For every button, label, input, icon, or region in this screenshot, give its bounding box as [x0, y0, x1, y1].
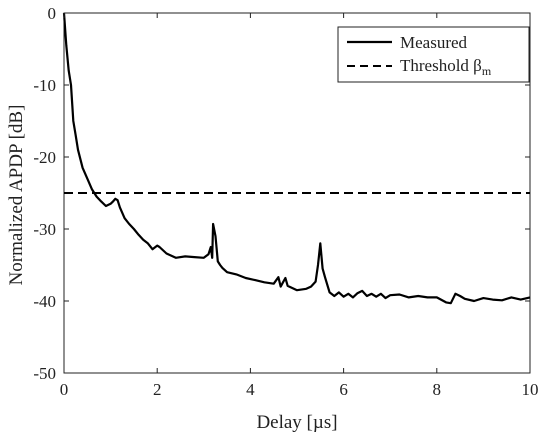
legend: Measured Threshold βm	[337, 26, 530, 83]
legend-box	[337, 26, 530, 83]
x-tick-label: 10	[522, 380, 539, 399]
x-tick-label: 0	[60, 380, 69, 399]
y-tick-label: -50	[33, 364, 56, 383]
series-layer	[62, 12, 531, 305]
x-tick-label: 8	[433, 380, 442, 399]
x-tick-label: 2	[153, 380, 162, 399]
y-axis-label: Normalized APDP [dB]	[6, 105, 27, 286]
legend-label-threshold-main: Threshold β	[400, 56, 482, 75]
y-tick-label: -30	[33, 220, 56, 239]
series-line-measured	[62, 12, 531, 305]
x-axis-label: Delay [µs]	[256, 412, 337, 433]
x-tick-label: 4	[246, 380, 255, 399]
y-tick-label: -20	[33, 148, 56, 167]
legend-label-threshold: Threshold βm	[400, 56, 492, 78]
tick-layer: 0 2 4 6 8 10 0 -10 -20 -30 -40 -50	[33, 4, 538, 399]
y-tick-label: 0	[48, 4, 57, 23]
legend-label-measured: Measured	[400, 33, 468, 52]
y-tick-label: -40	[33, 292, 56, 311]
legend-label-threshold-subscript: m	[482, 64, 492, 78]
x-tick-label: 6	[339, 380, 348, 399]
y-tick-label: -10	[33, 76, 56, 95]
